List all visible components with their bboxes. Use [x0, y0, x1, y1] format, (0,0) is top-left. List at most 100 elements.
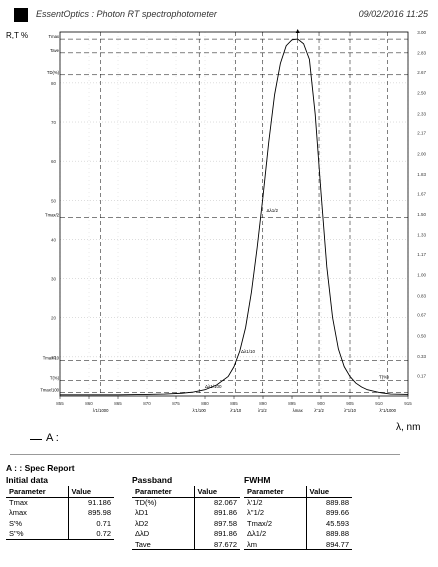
peak-arrow-head	[295, 29, 300, 33]
group-title: Initial data	[6, 475, 49, 485]
table-row: S''% 0.72	[6, 528, 114, 540]
ref-line-label: TD(%)	[47, 70, 60, 75]
table-row: λD1 891.86	[132, 507, 240, 518]
wavelength-marker-label: λ'1/100	[193, 408, 207, 413]
transmission-curve	[60, 38, 409, 396]
reference-lines: Tmax Tave TD(%) Tmax/2 Tmax/10 T(%) Tmax/100	[40, 34, 408, 393]
column-header: Parameter	[244, 486, 306, 498]
param-cell: Tmax/2	[247, 518, 273, 528]
right-tick-label: 1.50	[417, 212, 426, 217]
annotation-label: Δλ1/2	[266, 208, 278, 213]
annotations: Δλ1/2 Δλ1/10 Δλ1/100 T(%)	[205, 29, 389, 389]
value-cell: 45.593	[305, 518, 352, 529]
y-tick-label: 50	[51, 198, 57, 203]
y-tick-label: 30	[51, 277, 57, 282]
app-title: EssentOptics : Photon RT spectrophotomet…	[36, 9, 217, 19]
param-cell: λD1	[135, 508, 149, 518]
series-layer	[60, 38, 409, 396]
column-header: Value	[305, 486, 352, 498]
group-title: Passband	[132, 475, 173, 485]
param-cell: S'%	[9, 518, 23, 528]
right-tick-label: 1.17	[417, 252, 426, 257]
table-row: Tmax 91.186	[6, 497, 114, 508]
report-group-passband: Passband Parameter Value TD(%) 82.067 λD1…	[132, 475, 240, 550]
x-tick-label: 900	[317, 401, 325, 406]
x-tick-label: 915	[404, 401, 412, 406]
x-tick-label: 875	[172, 401, 180, 406]
right-tick-label: 1.33	[417, 233, 426, 238]
initial-data-table: Parameter Value Tmax 91.186 λmax 895.98 S'…	[6, 486, 114, 540]
x-tick-label: 890	[259, 401, 267, 406]
axes: 10 20 30 40 50 60 70 80 855 860 865 870 875 880 885 890…	[6, 30, 426, 432]
grid-layer	[59, 32, 409, 396]
ref-line-label: Tmax/100	[40, 387, 59, 392]
wavelength-marker-label: λ'1/10	[230, 408, 242, 413]
report-group-fwhm: FWHM Parameter Value λ'1/2 889.88 λ''1/2 8…	[244, 475, 352, 550]
fwhm-table: Parameter Value λ'1/2 889.88 λ''1/2 899.66…	[244, 486, 352, 550]
wavelength-marker-label: λ''1/2	[314, 408, 324, 413]
value-cell: 87.672	[193, 539, 240, 550]
column-header: Parameter	[132, 486, 194, 498]
right-tick-label: 0.50	[417, 333, 426, 338]
right-tick-label: 1.00	[417, 273, 426, 278]
right-tick-label: 1.83	[417, 172, 426, 177]
x-tick-label: 880	[201, 401, 209, 406]
sample-legend: A :	[30, 432, 400, 448]
param-cell: TD(%)	[135, 498, 157, 507]
ref-line-label: Tmax/2	[45, 213, 60, 218]
param-cell: Tmax	[9, 498, 28, 507]
y-tick-label: 80	[51, 81, 57, 86]
param-cell: λ'1/2	[247, 498, 263, 507]
y-tick-label: 10	[51, 355, 57, 360]
value-cell: 894.77	[305, 539, 352, 550]
ref-line-label: T(%)	[50, 376, 60, 381]
wavelength-markers: λ'1/1000 λ'1/100 λ'1/10 λ'1/2 λmax λ''1/2 λ''1…	[93, 32, 397, 413]
value-cell: 82.067	[193, 497, 240, 508]
table-row: λ''1/2 899.66	[244, 507, 352, 518]
right-tick-label: 2.83	[417, 51, 426, 56]
param-cell: λmax	[9, 508, 27, 518]
right-tick-label: 0.33	[417, 354, 426, 359]
x-tick-label: 895	[288, 401, 296, 406]
value-cell: 891.86	[193, 507, 240, 518]
value-cell: 889.88	[305, 497, 352, 508]
right-tick-label: 2.50	[417, 91, 426, 96]
annotation-label: Δλ1/10	[241, 349, 256, 354]
value-cell: 899.66	[305, 507, 352, 518]
wavelength-marker-label: λ''1/10	[344, 408, 357, 413]
plot-frame	[59, 31, 409, 397]
value-cell: 891.86	[193, 528, 240, 539]
table-row: Tmax/2 45.593	[244, 518, 352, 529]
report-group-initial-data: Initial data Parameter Value Tmax 91.186 …	[6, 475, 114, 540]
table-row: TD(%) 82.067	[132, 497, 240, 508]
right-tick-label: 1.67	[417, 191, 426, 196]
sample-rule	[10, 454, 400, 455]
table-row: λD2 897.58	[132, 518, 240, 529]
passband-table: Parameter Value TD(%) 82.067 λD1 891.86 λD…	[132, 486, 240, 550]
x-tick-label: 905	[346, 401, 354, 406]
value-cell: 895.98	[67, 507, 114, 518]
y-axis-label: R,T %	[6, 31, 28, 40]
param-cell: Tave	[132, 539, 194, 550]
ref-line-label: Tave	[50, 48, 60, 53]
spectrum-chart: Tmax Tave TD(%) Tmax/2 Tmax/10 T(%) Tmax/100 λ…	[6, 29, 426, 432]
ref-line-label: Tmax	[49, 34, 60, 39]
value-cell: 897.58	[193, 518, 240, 529]
x-axis-label: λ, nm	[396, 422, 420, 432]
y-tick-label: 70	[51, 120, 57, 125]
ref-line-label: Tmax/10	[43, 355, 60, 360]
x-tick-label: 870	[143, 401, 151, 406]
x-tick-label: 860	[85, 401, 93, 406]
y-tick-label: 60	[51, 159, 57, 164]
right-tick-label: 2.67	[417, 70, 426, 75]
annotation-label: T(%)	[379, 374, 389, 379]
right-tick-label: 2.33	[417, 111, 426, 116]
x-tick-label: 865	[114, 401, 122, 406]
annotation-label: Δλ1/100	[205, 384, 222, 389]
wavelength-marker-label: λ'1/2	[258, 408, 267, 413]
x-tick-label: 910	[375, 401, 383, 406]
sample-line-swatch	[30, 439, 42, 440]
group-title: FWHM	[244, 475, 271, 485]
table-row: Δλ1/2 889.88	[244, 528, 352, 539]
table-header-row: Parameter Value	[6, 486, 114, 498]
